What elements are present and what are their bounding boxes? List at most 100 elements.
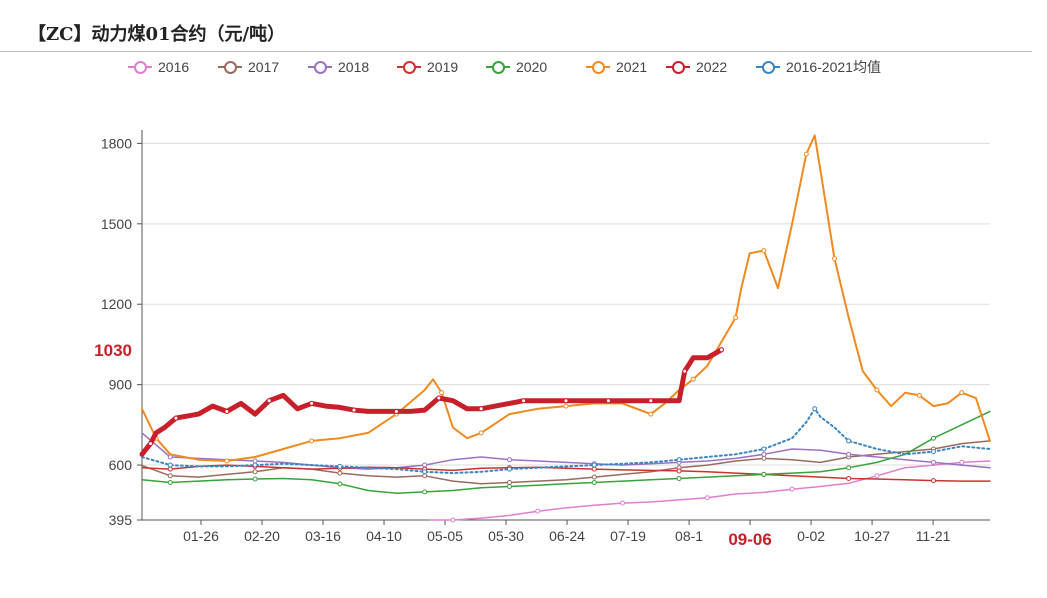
series-point (761, 248, 767, 254)
series-point (266, 398, 272, 404)
series-point (252, 462, 258, 468)
series-point (167, 473, 173, 479)
legend-item-2022[interactable]: 2022 (666, 56, 727, 78)
series-point (173, 415, 179, 421)
series-point (167, 466, 173, 472)
series-point (337, 463, 343, 469)
series-point (535, 508, 541, 514)
series-point (591, 462, 597, 468)
legend-label: 2022 (696, 59, 728, 75)
series-point (591, 479, 597, 485)
series-point (252, 476, 258, 482)
legend-swatch (756, 60, 780, 74)
series-point (436, 395, 442, 401)
series-line-2016 (429, 460, 991, 521)
x-tick-label: 04-10 (366, 528, 402, 544)
series-point (337, 481, 343, 487)
series-point (648, 411, 654, 417)
series-point (422, 462, 428, 468)
x-tick-label: 06-24 (549, 528, 585, 544)
series-point (846, 475, 852, 481)
series-point (682, 368, 688, 374)
y-tick-label: 600 (109, 457, 133, 473)
legend-swatch (586, 60, 610, 74)
series-point (676, 468, 682, 474)
series-point (252, 469, 258, 475)
series-point (521, 398, 527, 404)
series-point (506, 483, 512, 489)
series-point (167, 454, 173, 460)
series-point (690, 376, 696, 382)
legend-label: 2018 (338, 59, 370, 75)
series-point (478, 430, 484, 436)
y-tick-label: 395 (109, 512, 133, 528)
x-tick-label: 11-21 (916, 528, 951, 544)
legend-swatch (128, 60, 152, 74)
series-line-2022 (139, 347, 724, 457)
x-tick-label: 05-30 (488, 528, 524, 544)
legend-label: 2019 (427, 59, 459, 75)
series-point (959, 390, 965, 396)
series-point (832, 256, 838, 262)
legend-label: 2017 (248, 59, 280, 75)
series-point (563, 403, 569, 409)
x-tick-label: 02-20 (244, 528, 280, 544)
series-line-2021 (141, 134, 991, 462)
series-point (930, 449, 936, 455)
legend-item-2016-2021均值[interactable]: 2016-2021均值 (756, 56, 881, 78)
legend-label: 2020 (516, 59, 548, 75)
series-point (733, 315, 739, 321)
series-point (422, 489, 428, 495)
series-point (337, 470, 343, 476)
x-tick-label: 07-19 (610, 528, 646, 544)
series-point (761, 451, 767, 457)
legend-label: 2021 (616, 59, 648, 75)
legend-swatch (218, 60, 242, 74)
series-point (252, 458, 258, 464)
legend-item-2017[interactable]: 2017 (218, 56, 279, 78)
legend-item-2016[interactable]: 2016 (128, 56, 189, 78)
y-tick-label: 1200 (101, 296, 132, 312)
series-point (676, 457, 682, 463)
series-point (846, 438, 852, 444)
series-point (605, 398, 611, 404)
series-point (439, 390, 445, 396)
series-point (789, 486, 795, 492)
series-point (506, 479, 512, 485)
x-tick-label: 0-02 (797, 528, 825, 544)
series-point (959, 459, 965, 465)
highlight-y-label: 1030 (94, 341, 132, 360)
series-point (718, 347, 724, 353)
series-point (351, 407, 357, 413)
series-point (846, 451, 852, 457)
series-point (167, 462, 173, 468)
chart-legend: 2016 2017 2018 2019 2020 2021 2022 2016-2021均值 (0, 56, 1047, 78)
legend-item-2021[interactable]: 2021 (586, 56, 647, 78)
series-point (224, 408, 230, 414)
series-point (930, 435, 936, 441)
series-point (676, 475, 682, 481)
legend-item-2020[interactable]: 2020 (486, 56, 547, 78)
legend-label: 2016-2021均值 (786, 59, 881, 75)
x-tick-label: 08-1 (675, 528, 703, 544)
series-point (478, 406, 484, 412)
series-point (648, 398, 654, 404)
series-point (506, 457, 512, 463)
series-point (761, 446, 767, 452)
legend-swatch (486, 60, 510, 74)
series-point (704, 495, 710, 501)
chart-header: 【ZC】动力煤01合约（元/吨） (0, 0, 1032, 52)
y-tick-label: 1500 (101, 216, 132, 232)
series-line-2018 (141, 432, 991, 470)
series-point (309, 400, 315, 406)
series-point (224, 458, 230, 464)
legend-swatch (308, 60, 332, 74)
legend-item-2018[interactable]: 2018 (308, 56, 369, 78)
legend-item-2019[interactable]: 2019 (397, 56, 458, 78)
chart-title: 【ZC】动力煤01合约（元/吨） (28, 24, 286, 45)
legend-swatch (397, 60, 421, 74)
series-point (591, 466, 597, 472)
legend-swatch (666, 60, 690, 74)
series-point (147, 441, 153, 447)
